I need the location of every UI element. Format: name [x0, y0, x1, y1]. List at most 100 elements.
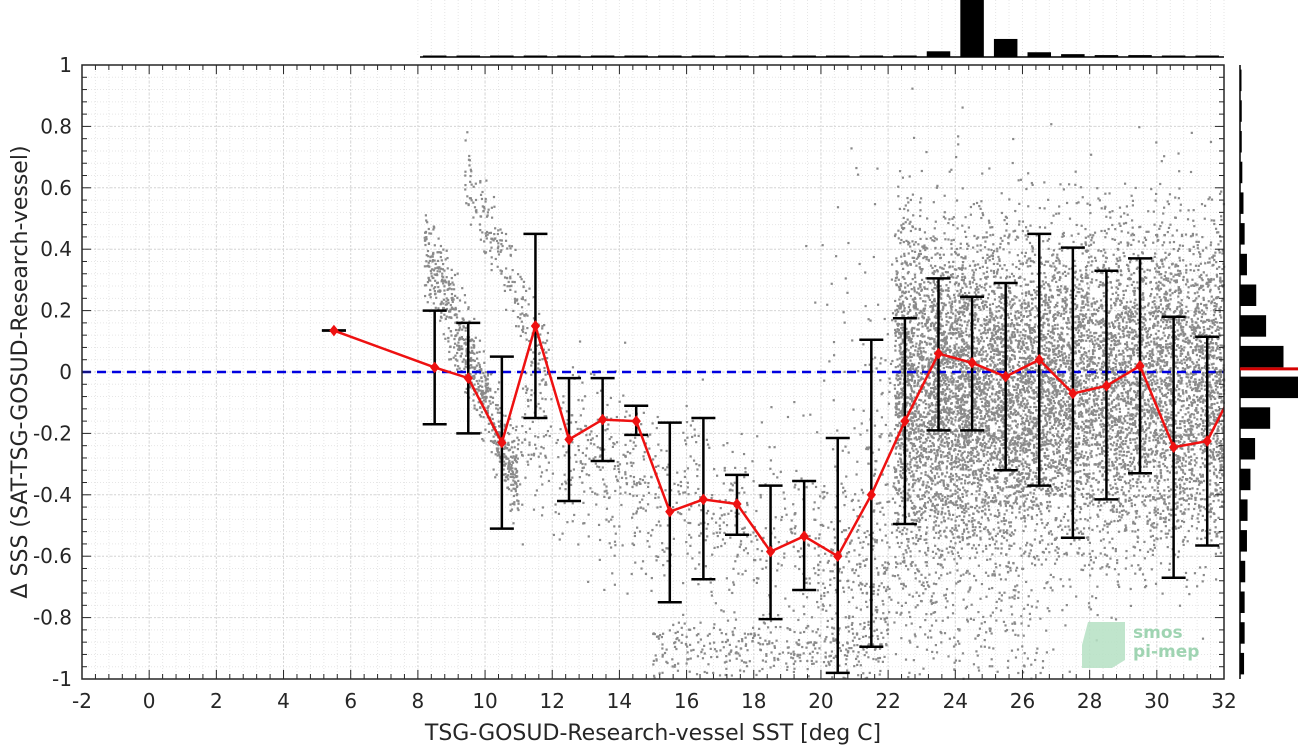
scatter-point — [1204, 425, 1207, 428]
scatter-point — [1026, 389, 1029, 392]
scatter-point — [862, 491, 865, 494]
scatter-point — [444, 303, 448, 306]
scatter-point — [1046, 457, 1049, 461]
scatter-point — [851, 568, 854, 571]
scatter-point — [1221, 267, 1224, 271]
scatter-point — [1032, 452, 1036, 455]
scatter-point — [1097, 361, 1100, 365]
scatter-point — [829, 604, 832, 607]
scatter-point — [1031, 327, 1034, 330]
scatter-point — [716, 474, 719, 477]
scatter-point — [1170, 404, 1174, 407]
scatter-point — [1011, 511, 1014, 514]
scatter-point — [1048, 357, 1051, 360]
scatter-point — [1053, 423, 1056, 426]
scatter-point — [1058, 451, 1061, 454]
scatter-point — [1064, 365, 1068, 368]
scatter-point — [1202, 409, 1205, 412]
scatter-point — [1158, 289, 1161, 292]
scatter-point — [901, 407, 904, 410]
scatter-point — [1021, 416, 1025, 420]
scatter-point — [733, 627, 736, 630]
scatter-point — [651, 528, 654, 532]
scatter-point — [1111, 400, 1114, 403]
scatter-point — [1021, 388, 1024, 391]
scatter-point — [682, 491, 685, 494]
scatter-point — [598, 455, 602, 458]
scatter-point — [548, 434, 551, 438]
scatter-point — [942, 307, 945, 310]
scatter-point — [951, 325, 954, 329]
scatter-point — [436, 259, 440, 263]
scatter-point — [1114, 365, 1117, 369]
scatter-point — [807, 625, 810, 628]
scatter-point — [1015, 502, 1019, 505]
scatter-point — [733, 611, 736, 614]
scatter-point — [1148, 269, 1152, 272]
scatter-point — [963, 342, 966, 346]
scatter-point — [699, 621, 702, 624]
scatter-point — [509, 277, 512, 280]
scatter-point — [757, 577, 760, 580]
scatter-point — [464, 170, 467, 173]
scatter-point — [486, 409, 489, 412]
scatter-point — [473, 404, 476, 407]
scatter-point — [542, 378, 545, 381]
scatter-point — [565, 482, 568, 485]
scatter-point — [458, 326, 462, 329]
scatter-point — [721, 640, 724, 644]
scatter-point — [753, 634, 756, 638]
scatter-point — [963, 307, 966, 311]
scatter-point — [494, 426, 497, 429]
scatter-point — [1116, 381, 1119, 384]
scatter-point — [1198, 389, 1201, 393]
scatter-point — [1144, 433, 1148, 436]
scatter-point — [609, 546, 613, 549]
scatter-point — [469, 372, 472, 376]
scatter-point — [605, 507, 609, 510]
scatter-point — [581, 481, 584, 484]
scatter-point — [661, 466, 665, 470]
scatter-point — [461, 337, 464, 341]
scatter-point — [1159, 537, 1162, 540]
scatter-point — [439, 267, 443, 270]
scatter-point — [884, 534, 887, 537]
scatter-point — [544, 351, 548, 354]
scatter-point — [486, 390, 489, 393]
scatter-point — [1159, 365, 1162, 368]
scatter-point — [975, 490, 978, 493]
scatter-point — [851, 627, 854, 631]
scatter-point — [1065, 288, 1068, 291]
scatter-point — [703, 652, 706, 655]
scatter-point — [694, 567, 697, 570]
scatter-point — [523, 314, 526, 317]
scatter-point — [448, 316, 451, 319]
scatter-point — [899, 392, 902, 395]
scatter-point — [449, 310, 452, 313]
scatter-point — [755, 673, 758, 677]
scatter-point — [1200, 319, 1203, 323]
scatter-point — [761, 659, 765, 662]
scatter-point — [932, 394, 935, 397]
scatter-point — [1111, 223, 1114, 227]
scatter-point — [1136, 266, 1139, 269]
scatter-point — [857, 584, 861, 587]
scatter-point — [992, 275, 996, 278]
scatter-point — [1007, 286, 1011, 290]
scatter-point — [1126, 390, 1130, 393]
scatter-point — [1110, 391, 1113, 394]
scatter-point — [942, 483, 945, 486]
scatter-point — [1055, 280, 1058, 284]
scatter-point — [1082, 464, 1086, 467]
scatter-point — [992, 329, 995, 332]
scatter-point — [464, 183, 467, 187]
scatter-point — [884, 561, 887, 564]
scatter-point — [425, 254, 428, 257]
scatter-point — [837, 641, 841, 644]
scatter-point — [496, 451, 500, 454]
scatter-point — [477, 362, 480, 365]
scatter-point — [1074, 271, 1077, 274]
scatter-point — [1042, 283, 1045, 286]
scatter-point — [1128, 333, 1131, 337]
scatter-point — [1000, 404, 1003, 407]
